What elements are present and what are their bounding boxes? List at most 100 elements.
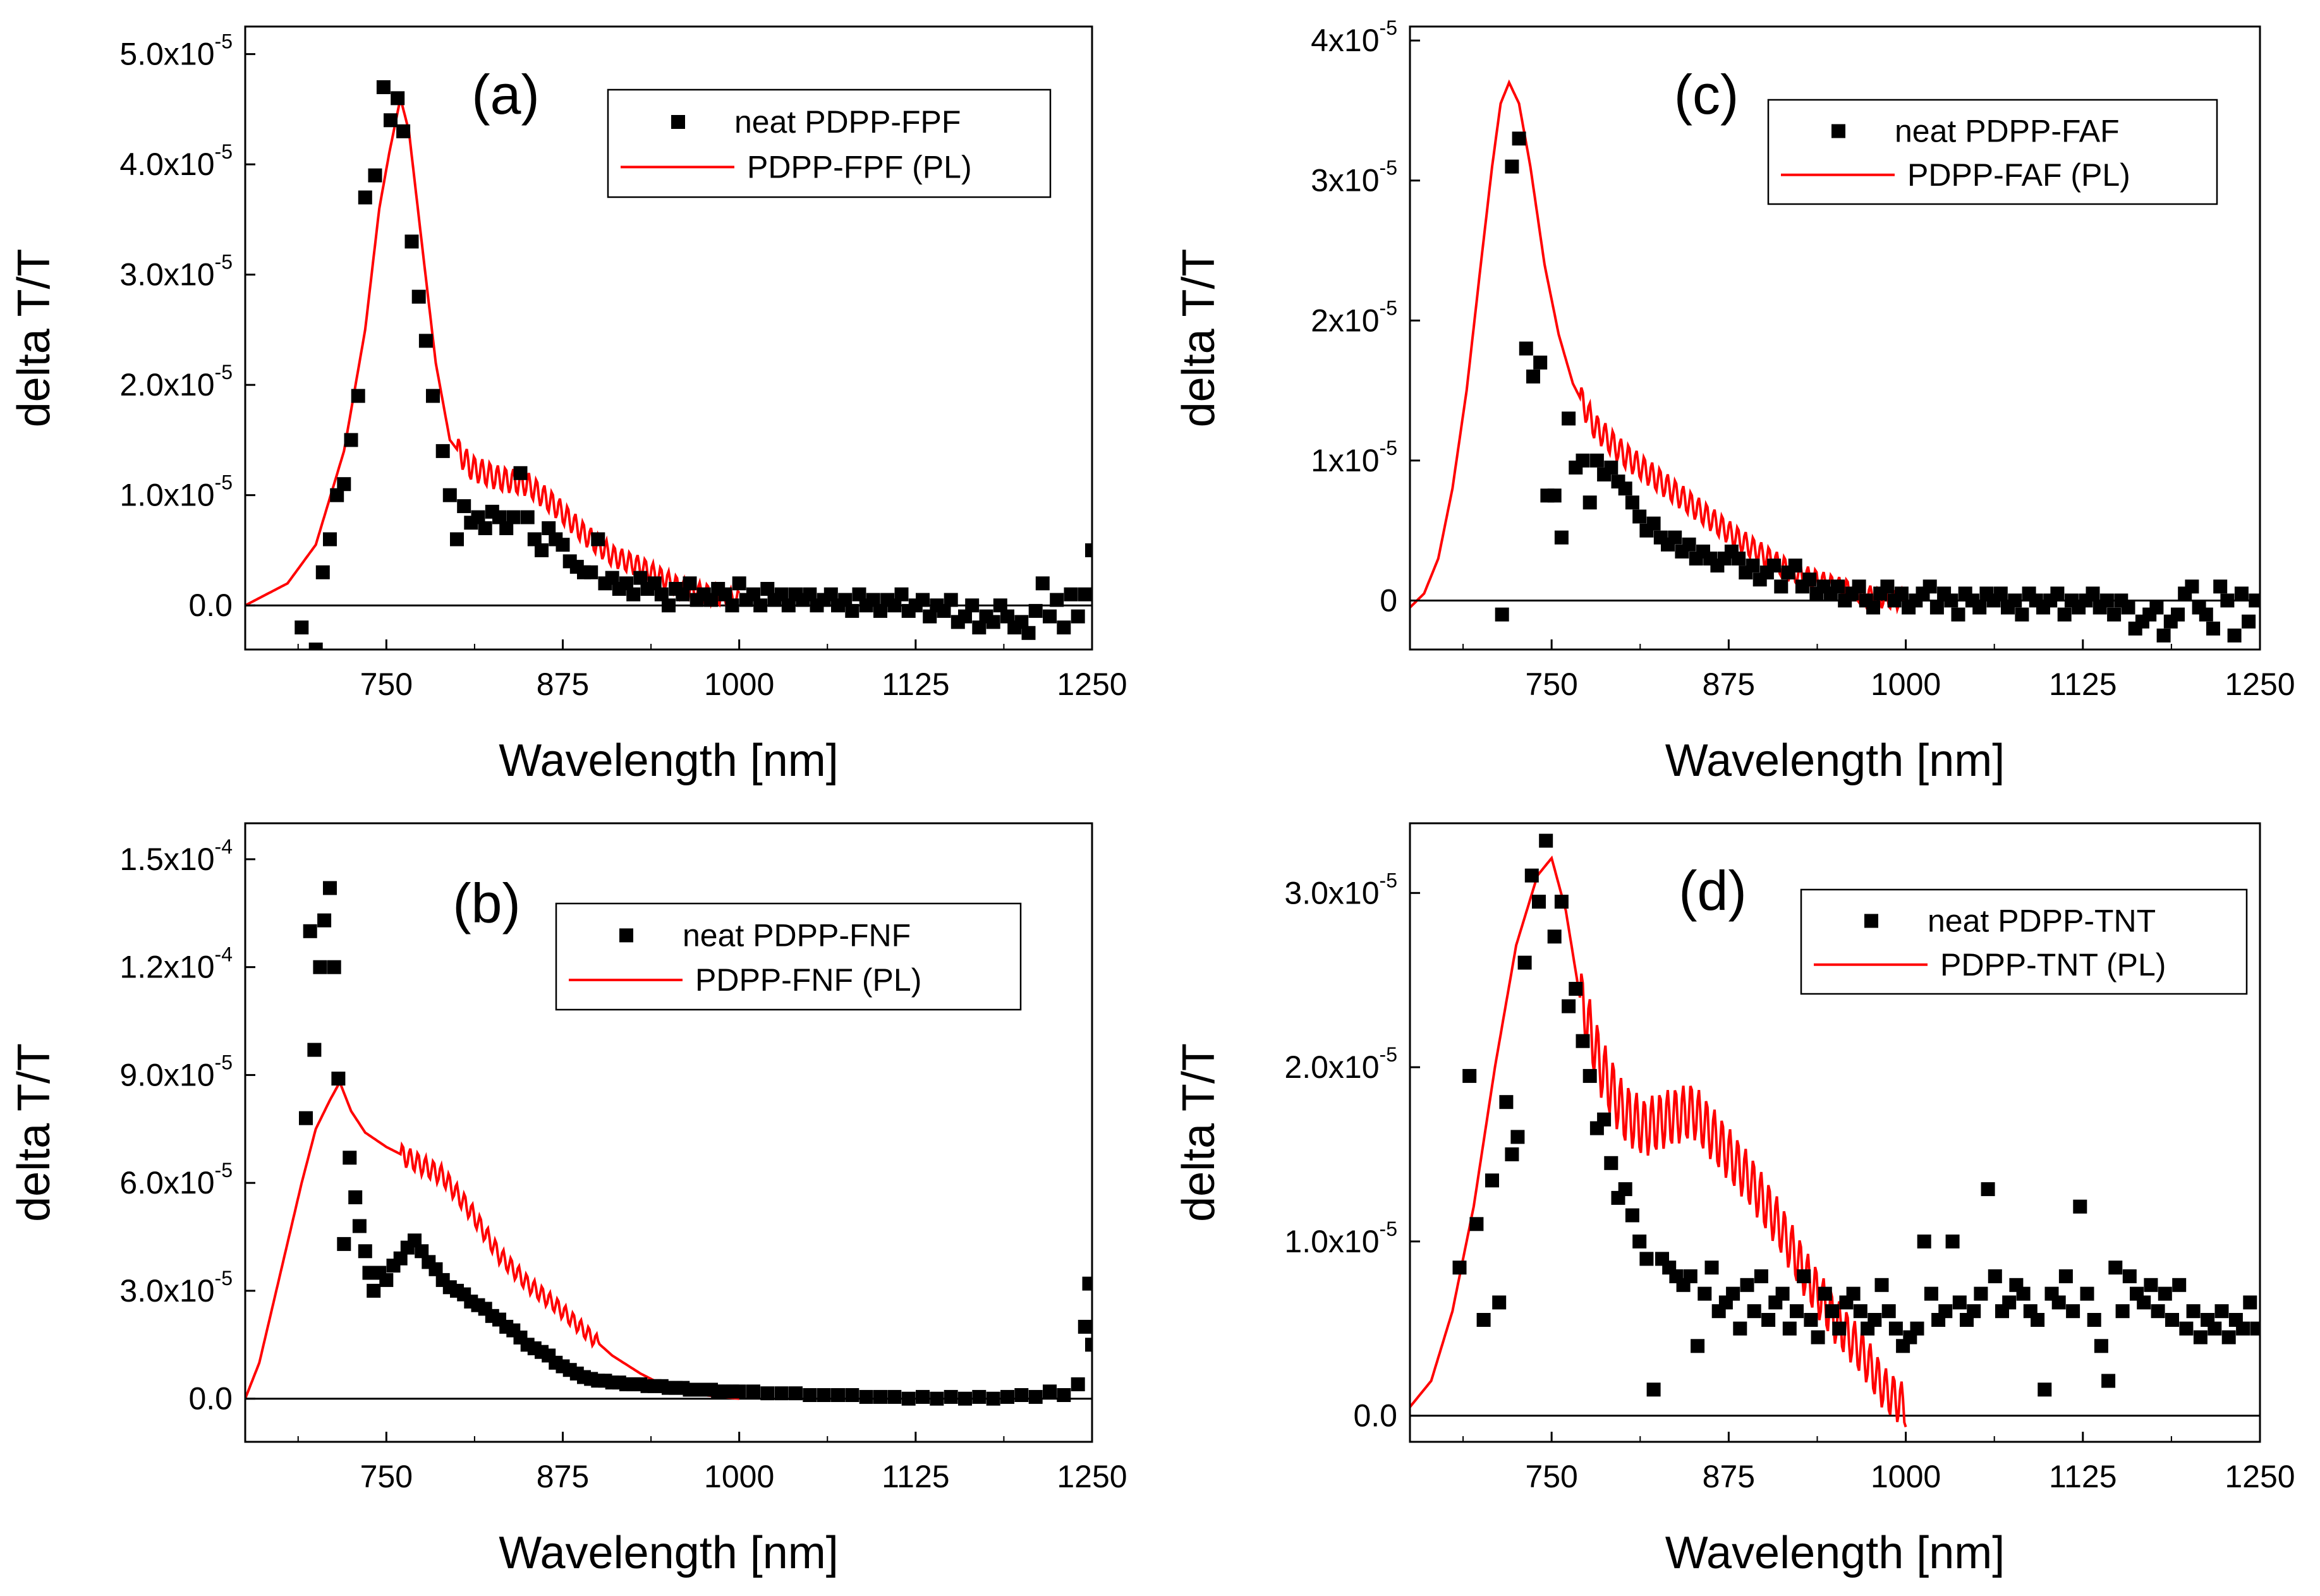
neat-data-point bbox=[303, 924, 317, 938]
neat-data-point bbox=[746, 587, 760, 602]
plot-frame bbox=[244, 822, 1093, 1443]
neat-data-point bbox=[704, 593, 718, 607]
neat-data-point bbox=[391, 91, 405, 106]
neat-data-point bbox=[1554, 895, 1569, 909]
neat-data-point bbox=[732, 1384, 746, 1399]
neat-data-point bbox=[2179, 1321, 2194, 1336]
y-tick-exponent: -5 bbox=[1380, 16, 1397, 39]
y-tick-mantissa: 3.0x10 bbox=[1284, 875, 1379, 910]
y-tick-exponent: -5 bbox=[215, 140, 233, 163]
y-tick-exponent: -5 bbox=[215, 1051, 233, 1073]
neat-data-point bbox=[2158, 1286, 2172, 1301]
neat-data-point bbox=[986, 615, 1000, 629]
y-tick-mantissa: 2.0x10 bbox=[1284, 1049, 1379, 1085]
y-tick-exponent: -5 bbox=[215, 30, 233, 53]
neat-data-point bbox=[2121, 600, 2135, 615]
neat-data-point bbox=[2008, 593, 2022, 608]
y-tick-mantissa: 2.0x10 bbox=[119, 367, 214, 402]
panel-label: (c) bbox=[1674, 63, 1739, 126]
pl-series-line bbox=[1410, 79, 1907, 615]
y-tick-mantissa: 4.0x10 bbox=[119, 147, 214, 182]
neat-data-point bbox=[873, 603, 887, 618]
neat-data-point bbox=[471, 510, 485, 524]
neat-data-point bbox=[344, 433, 358, 447]
x-axis-label: Wavelength [nm] bbox=[499, 735, 839, 786]
y-tick-label: 0.0 bbox=[1353, 1398, 1397, 1434]
neat-data-point bbox=[513, 466, 528, 480]
neat-data-point bbox=[760, 582, 775, 596]
y-axis-label: delta T/T bbox=[9, 1043, 59, 1222]
neat-data-point bbox=[556, 538, 570, 552]
legend-neat-marker bbox=[1831, 124, 1845, 138]
neat-data-point bbox=[337, 1236, 351, 1251]
y-tick-label: 3.0x10-5 bbox=[119, 251, 233, 293]
neat-data-point bbox=[683, 576, 697, 591]
neat-data-point bbox=[803, 587, 817, 602]
neat-data-point bbox=[2185, 579, 2199, 594]
neat-data-point bbox=[647, 576, 662, 591]
neat-data-point bbox=[1951, 607, 1965, 622]
y-tick-mantissa: 1.2x10 bbox=[119, 950, 214, 985]
plot-frame bbox=[1409, 25, 2261, 651]
panel-a: 750 875 1000 1125 12500.01.0x10-52.0x10-53.0… bbox=[9, 25, 1127, 786]
y-tick-mantissa: 0 bbox=[1380, 583, 1397, 618]
neat-data-point bbox=[411, 289, 426, 304]
neat-data-point bbox=[1668, 530, 1682, 545]
neat-data-point bbox=[1532, 895, 1546, 909]
neat-data-point bbox=[958, 1391, 972, 1406]
neat-data-point bbox=[1495, 607, 1509, 622]
neat-data-point bbox=[2171, 607, 2185, 622]
neat-data-point bbox=[1499, 1095, 1514, 1109]
neat-data-point bbox=[1604, 461, 1619, 475]
neat-data-point bbox=[626, 587, 641, 602]
neat-data-point bbox=[1691, 1339, 1705, 1353]
pl-series-line bbox=[245, 1079, 739, 1400]
neat-data-point bbox=[1924, 1286, 1938, 1301]
legend-neat-label: neat PDPP-FPF bbox=[734, 104, 961, 140]
y-tick-mantissa: 3.0x10 bbox=[119, 257, 214, 293]
neat-data-point bbox=[1625, 1208, 1639, 1223]
neat-data-point bbox=[1085, 1338, 1092, 1352]
legend: neat PDPP-FAF PDPP-FAF (PL) bbox=[1767, 99, 2218, 205]
neat-data-point bbox=[662, 598, 676, 613]
y-tick-label: 0 bbox=[1380, 583, 1397, 618]
neat-data-point bbox=[1582, 1068, 1597, 1083]
neat-data-point bbox=[358, 1244, 372, 1259]
neat-data-point bbox=[1510, 1130, 1525, 1144]
neat-data-point bbox=[1562, 999, 1576, 1013]
neat-data-point bbox=[591, 532, 605, 547]
neat-data-point bbox=[1604, 1156, 1619, 1170]
neat-data-point bbox=[1832, 1321, 1847, 1336]
legend-neat-marker bbox=[1864, 914, 1878, 928]
neat-data-point bbox=[1512, 131, 1526, 146]
neat-data-point bbox=[299, 1111, 313, 1125]
neat-data-point bbox=[2221, 1330, 2236, 1345]
y-tick-label: 3x10-5 bbox=[1311, 157, 1397, 198]
legend-box bbox=[1767, 99, 2218, 205]
neat-data-point bbox=[944, 1389, 958, 1404]
neat-data-point bbox=[1697, 1286, 1712, 1301]
neat-data-point bbox=[1818, 1286, 1832, 1301]
neat-data-point bbox=[1888, 1321, 1903, 1336]
x-tick-label: 750 bbox=[360, 667, 413, 702]
neat-data-point bbox=[1831, 579, 1845, 594]
neat-data-point bbox=[323, 881, 337, 895]
legend-neat-marker bbox=[619, 928, 633, 943]
neat-data-point bbox=[1043, 1384, 1057, 1399]
x-tick-label: 1125 bbox=[882, 1459, 950, 1494]
y-tick-label: 4.0x10-5 bbox=[119, 140, 233, 182]
neat-data-point bbox=[1519, 341, 1533, 356]
neat-data-point bbox=[993, 598, 1007, 613]
x-tick-label: 875 bbox=[537, 1459, 589, 1494]
x-axis-label: Wavelength [nm] bbox=[1665, 1528, 2005, 1578]
neat-data-point bbox=[428, 1262, 443, 1276]
neat-data-point bbox=[404, 234, 419, 249]
neat-data-point bbox=[2115, 1304, 2130, 1319]
neat-data-point bbox=[396, 124, 411, 138]
y-tick-label: 3.0x10-5 bbox=[119, 1267, 233, 1309]
y-tick-exponent: -5 bbox=[215, 1267, 233, 1290]
neat-data-point bbox=[506, 510, 521, 524]
neat-data-point bbox=[1632, 509, 1647, 524]
neat-data-point bbox=[1683, 1269, 1697, 1283]
neat-data-point bbox=[1452, 1260, 1467, 1275]
